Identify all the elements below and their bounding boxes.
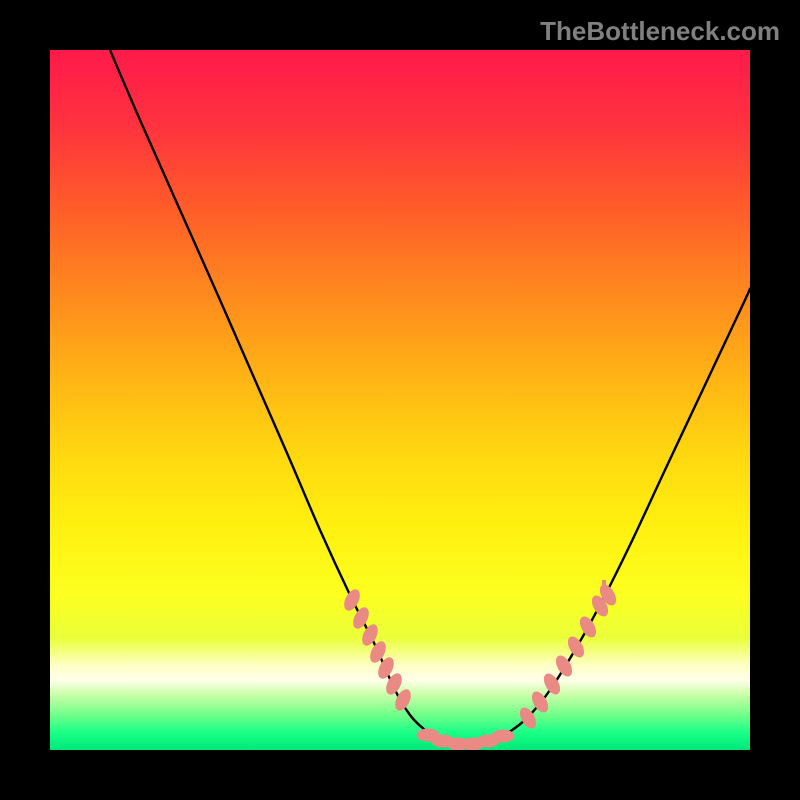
marker-bottom (492, 730, 514, 742)
bottleneck-chart (0, 0, 800, 800)
watermark-text: TheBottleneck.com (540, 16, 780, 47)
marker-stray-tick (602, 580, 606, 596)
